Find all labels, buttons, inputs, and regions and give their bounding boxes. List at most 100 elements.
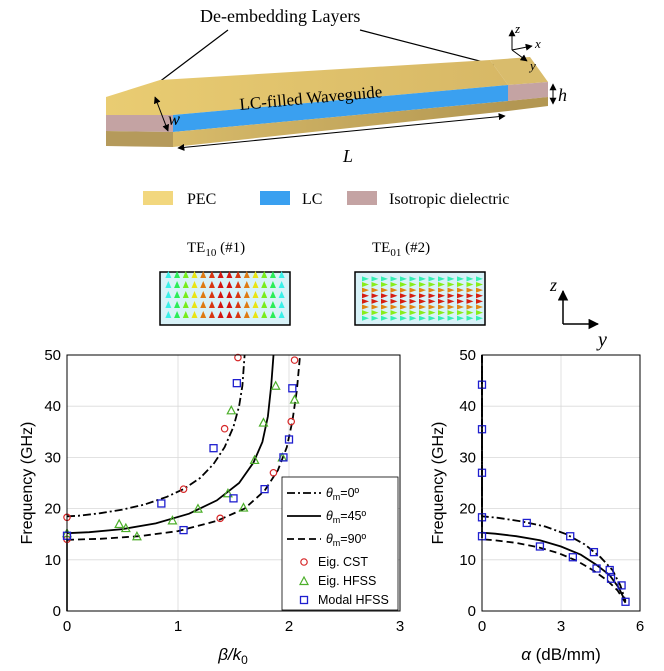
te10-arrow bbox=[235, 291, 242, 298]
p2-series-lines bbox=[481, 355, 627, 604]
te10-arrow bbox=[191, 301, 198, 308]
te01-arrow bbox=[362, 276, 369, 282]
te01-arrow bbox=[447, 276, 455, 282]
y-tick-label: 20 bbox=[44, 501, 61, 518]
series-line bbox=[66, 354, 275, 535]
mode-te10-title: TE10 (#1) bbox=[187, 240, 245, 259]
te10-arrow bbox=[208, 311, 215, 318]
marker-eig-cst bbox=[220, 424, 229, 433]
p1-legend-box bbox=[281, 476, 399, 611]
te10-arrow bbox=[235, 281, 242, 288]
te01-arrow bbox=[409, 281, 417, 287]
te10-arrow bbox=[200, 271, 207, 278]
marker-modal-hfss bbox=[617, 581, 626, 590]
te10-arrow bbox=[191, 271, 198, 278]
marker-modal-hfss bbox=[605, 565, 614, 575]
te10-arrow bbox=[243, 291, 250, 298]
marker-modal-hfss bbox=[288, 384, 297, 393]
marker-eig-hfss bbox=[114, 518, 125, 529]
series-line bbox=[481, 355, 627, 603]
x-tick-label: 6 bbox=[636, 618, 644, 635]
te01-arrow bbox=[409, 298, 417, 304]
te01-arrow bbox=[457, 298, 464, 304]
te01-arrow bbox=[466, 281, 474, 287]
x-tick-label: 0 bbox=[63, 618, 71, 635]
te01-arrow bbox=[466, 298, 474, 304]
te10-arrow bbox=[191, 311, 198, 318]
te10-arrow bbox=[174, 311, 181, 318]
te01-field-arrows bbox=[362, 276, 483, 321]
te01-arrow bbox=[390, 304, 398, 310]
marker-modal-hfss bbox=[279, 453, 288, 462]
te01-arrow bbox=[362, 281, 369, 287]
legend-label-pec: PEC bbox=[187, 191, 216, 208]
te10-arrow bbox=[261, 301, 268, 308]
te10-arrow bbox=[243, 311, 250, 318]
left-end-front bbox=[106, 131, 173, 147]
te10-arrow bbox=[235, 301, 242, 308]
te01-arrow bbox=[371, 304, 379, 310]
x-tick-label: 3 bbox=[557, 618, 565, 635]
te01-arrow bbox=[371, 310, 379, 316]
te01-arrow bbox=[419, 298, 426, 304]
marker-eig-cst bbox=[216, 514, 224, 523]
p1-axes-box bbox=[66, 354, 401, 612]
legend-swatch-dielectric bbox=[347, 191, 377, 205]
marker-eig-hfss bbox=[226, 405, 237, 415]
te01-arrow bbox=[428, 315, 436, 321]
te01-arrow bbox=[466, 315, 474, 321]
p2-gridlines bbox=[481, 354, 641, 612]
te01-arrow bbox=[390, 276, 398, 282]
marker-modal-hfss bbox=[592, 564, 601, 573]
marker-modal-hfss bbox=[232, 379, 241, 388]
te10-arrow bbox=[269, 291, 276, 298]
te01-arrow bbox=[362, 304, 369, 310]
te10-arrow bbox=[243, 271, 250, 278]
te10-arrow bbox=[226, 311, 233, 318]
te01-arrow bbox=[381, 315, 388, 321]
te10-arrow bbox=[269, 311, 276, 318]
te10-field-box bbox=[159, 271, 291, 326]
te01-arrow bbox=[447, 293, 455, 299]
te10-arrow bbox=[174, 301, 181, 308]
x-tick-label: 0 bbox=[478, 618, 486, 635]
te10-arrow bbox=[191, 291, 198, 298]
te01-arrow bbox=[381, 298, 388, 304]
marker-eig-hfss bbox=[249, 454, 260, 465]
marker-eig-cst bbox=[287, 417, 296, 426]
te01-arrow bbox=[419, 293, 426, 299]
te01-arrow bbox=[400, 281, 407, 287]
te01-arrow bbox=[381, 287, 388, 293]
legend-marker-square bbox=[299, 595, 309, 605]
axis-z-label: z bbox=[514, 21, 520, 36]
marker-modal-hfss bbox=[621, 597, 630, 606]
te01-arrow bbox=[476, 310, 483, 316]
marker-eig-hfss bbox=[167, 515, 178, 525]
te01-arrow bbox=[409, 315, 417, 321]
te01-arrow bbox=[371, 276, 379, 282]
legend-label: θm=0º bbox=[326, 486, 360, 502]
te01-arrow bbox=[438, 287, 445, 293]
te01-arrow bbox=[390, 315, 398, 321]
te10-arrow bbox=[182, 271, 189, 278]
te01-arrow bbox=[428, 281, 436, 287]
material-legend: PEC LC Isotropic dielectric bbox=[143, 191, 509, 208]
mode-axis-z-label: z bbox=[549, 275, 557, 295]
te01-arrow bbox=[381, 276, 388, 282]
axis-y-label: y bbox=[528, 58, 536, 73]
x-tick-label: 1 bbox=[174, 618, 182, 635]
te01-arrow bbox=[466, 276, 474, 282]
te01-arrow bbox=[409, 310, 417, 316]
right-layer-top bbox=[490, 57, 548, 85]
te10-arrow bbox=[217, 281, 224, 288]
te10-arrow bbox=[200, 311, 207, 318]
te10-arrow bbox=[252, 301, 259, 308]
series-line bbox=[66, 354, 246, 518]
te01-arrow bbox=[438, 293, 445, 299]
te10-arrow bbox=[252, 291, 259, 298]
te01-arrow bbox=[362, 310, 369, 316]
y-tick-label: 50 bbox=[459, 347, 476, 364]
marker-modal-hfss bbox=[566, 532, 575, 541]
te10-arrow bbox=[278, 291, 285, 298]
